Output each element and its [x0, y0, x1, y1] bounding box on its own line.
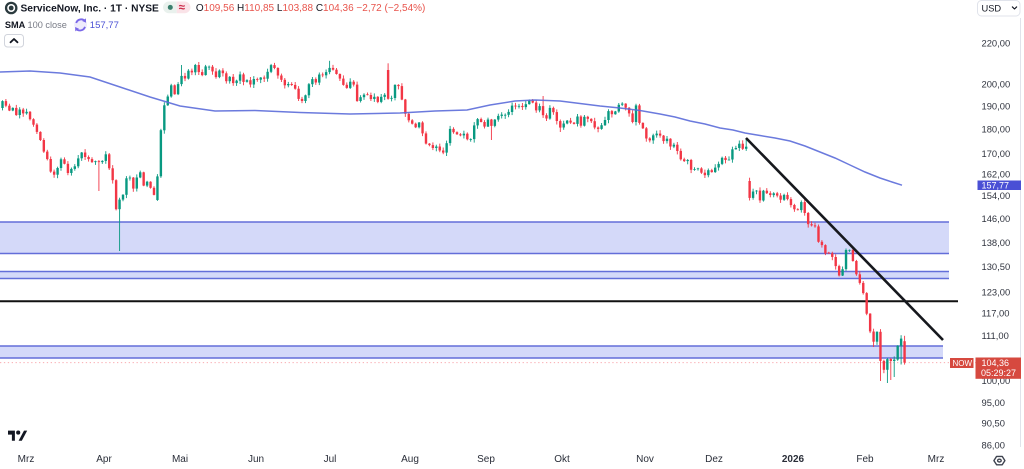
- svg-text:Mrz: Mrz: [18, 454, 35, 465]
- svg-text:Feb: Feb: [856, 454, 874, 465]
- svg-text:154,00: 154,00: [982, 190, 1011, 201]
- svg-text:≈: ≈: [179, 2, 186, 14]
- svg-text:90,50: 90,50: [982, 418, 1005, 429]
- svg-text:ServiceNow, Inc. · 1T · NYSE: ServiceNow, Inc. · 1T · NYSE: [21, 4, 160, 15]
- svg-text:100,00: 100,00: [982, 375, 1011, 386]
- svg-text:2026: 2026: [782, 454, 805, 465]
- svg-text:Aug: Aug: [401, 454, 419, 465]
- svg-text:146,00: 146,00: [982, 213, 1011, 224]
- svg-text:220,00: 220,00: [982, 38, 1011, 49]
- svg-text:157,77: 157,77: [90, 20, 119, 31]
- svg-text:Mrz: Mrz: [928, 454, 945, 465]
- svg-text:95,00: 95,00: [982, 397, 1005, 408]
- svg-text:05:29:27: 05:29:27: [981, 368, 1016, 378]
- svg-text:Okt: Okt: [554, 454, 570, 465]
- svg-text:157,77: 157,77: [982, 180, 1010, 190]
- svg-text:138,00: 138,00: [982, 237, 1011, 248]
- svg-text:117,00: 117,00: [982, 308, 1010, 319]
- svg-text:130,50: 130,50: [982, 261, 1011, 272]
- svg-text:162,00: 162,00: [982, 169, 1011, 180]
- svg-text:200,00: 200,00: [982, 78, 1011, 89]
- svg-text:190,00: 190,00: [982, 100, 1011, 111]
- svg-text:Jun: Jun: [248, 454, 264, 465]
- svg-text:USD: USD: [982, 4, 1002, 14]
- svg-text:123,00: 123,00: [982, 286, 1011, 297]
- svg-text:86,00: 86,00: [982, 439, 1005, 450]
- svg-text:SMA 100 close: SMA 100 close: [5, 20, 67, 30]
- svg-text:180,00: 180,00: [982, 123, 1011, 134]
- svg-text:104,36: 104,36: [982, 358, 1010, 368]
- svg-text:Nov: Nov: [636, 454, 654, 465]
- svg-text:Jul: Jul: [324, 454, 337, 465]
- svg-text:O109,56 H110,85 L103,88 C104,3: O109,56 H110,85 L103,88 C104,36 −2,72 (−…: [196, 3, 425, 14]
- svg-text:Sep: Sep: [477, 454, 495, 465]
- svg-text:Apr: Apr: [96, 454, 112, 465]
- svg-text:111,00: 111,00: [982, 330, 1009, 341]
- svg-text:Dez: Dez: [705, 454, 723, 465]
- svg-text:170,00: 170,00: [982, 148, 1011, 159]
- svg-text:NOW: NOW: [953, 359, 973, 368]
- svg-text:Mai: Mai: [172, 454, 188, 465]
